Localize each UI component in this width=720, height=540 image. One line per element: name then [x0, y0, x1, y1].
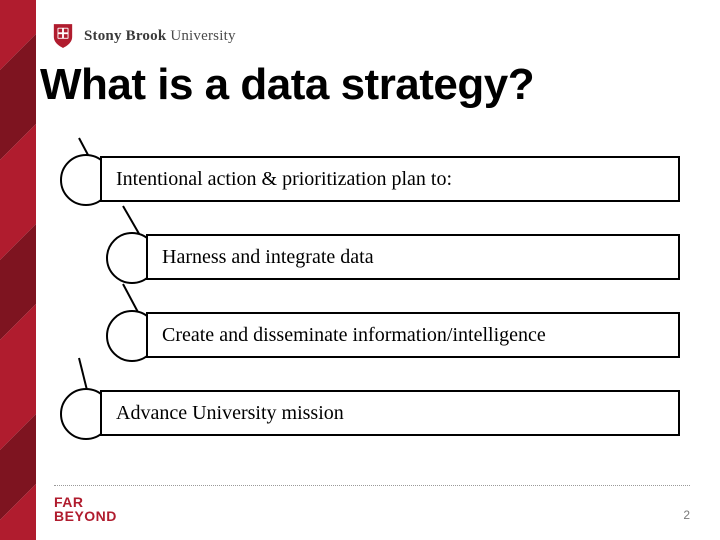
far-beyond-wordmark: FAR BEYOND	[54, 495, 117, 524]
brand-name: Stony Brook University	[84, 28, 236, 45]
list-item: Advance University mission	[40, 384, 680, 444]
page-number: 2	[683, 508, 690, 522]
shield-icon	[52, 22, 74, 50]
item-text: Intentional action & prioritization plan…	[116, 168, 452, 191]
item-box: Create and disseminate information/intel…	[146, 312, 680, 358]
beyond-text: BEYOND	[54, 509, 117, 524]
brand-name-strong: Stony Brook	[84, 28, 166, 44]
list-item: Create and disseminate information/intel…	[40, 306, 680, 366]
slide: Stony Brook University What is a data st…	[0, 0, 720, 540]
list-item: Intentional action & prioritization plan…	[40, 150, 680, 210]
left-stripes	[0, 0, 36, 540]
item-text: Advance University mission	[116, 402, 344, 425]
item-box: Intentional action & prioritization plan…	[100, 156, 680, 202]
item-box: Advance University mission	[100, 390, 680, 436]
far-text: FAR	[54, 495, 117, 510]
stripes-svg	[0, 0, 36, 540]
page-title: What is a data strategy?	[40, 60, 534, 110]
brand-name-light: University	[170, 28, 235, 44]
items-list: Intentional action & prioritization plan…	[40, 150, 680, 462]
list-item: Harness and integrate data	[40, 228, 680, 288]
item-box: Harness and integrate data	[146, 234, 680, 280]
footer-divider	[54, 485, 690, 486]
brand-logo: Stony Brook University	[52, 22, 236, 50]
item-text: Create and disseminate information/intel…	[162, 324, 546, 347]
item-text: Harness and integrate data	[162, 246, 374, 269]
